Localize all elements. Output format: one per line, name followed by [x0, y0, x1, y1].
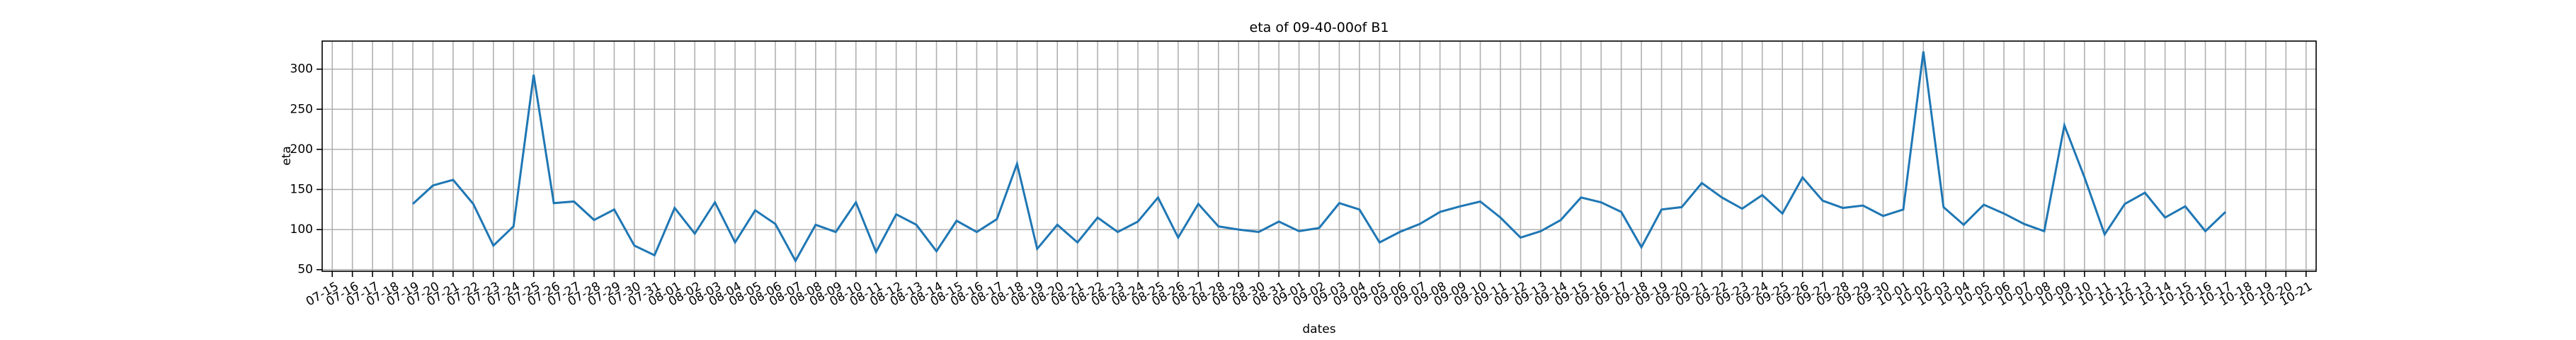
y-tick-label: 100 — [290, 222, 313, 237]
chart-title: eta of 09-40-00of B1 — [1250, 20, 1389, 35]
plot-frame — [321, 40, 2317, 272]
y-tick-label: 150 — [290, 182, 313, 196]
x-axis-label: dates — [1302, 322, 1335, 336]
y-tick-label: 250 — [290, 102, 313, 116]
y-tick-label: 50 — [297, 263, 313, 277]
y-tick-label: 200 — [290, 142, 313, 157]
y-tick-label: 300 — [290, 62, 313, 76]
data-line — [411, 51, 2227, 264]
y-axis-label: eta — [280, 146, 294, 166]
